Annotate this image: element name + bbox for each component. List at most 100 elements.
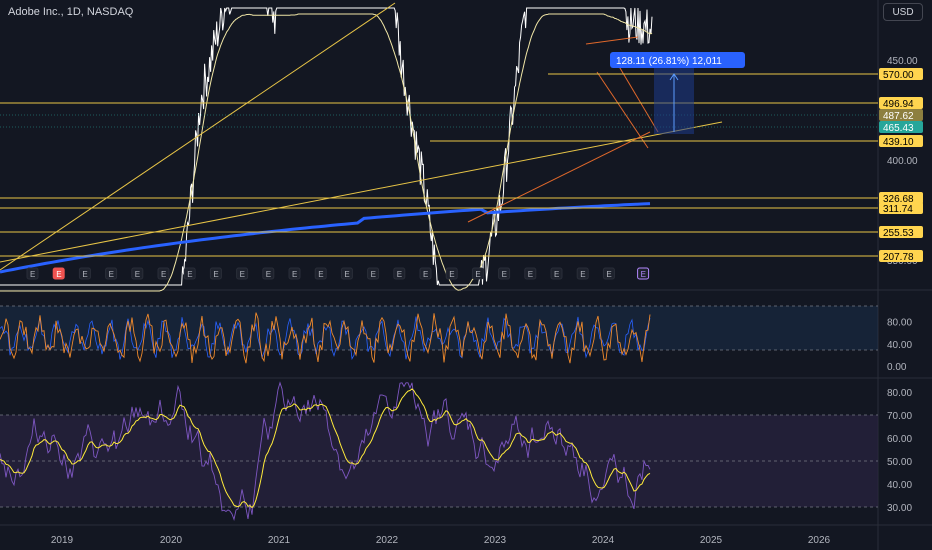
earnings-marker [340, 267, 353, 280]
earnings-marker [26, 267, 39, 280]
osc-tick-label: 0.00 [887, 362, 907, 373]
time-tick-label: 2019 [51, 535, 74, 546]
earnings-marker [602, 267, 615, 280]
price-tick-label: 400.00 [887, 156, 918, 167]
earnings-marker-label: E [528, 270, 533, 279]
ma50-line [0, 13, 653, 292]
trendline-lower [0, 121, 723, 263]
channel-support [467, 131, 651, 223]
measure-arrowhead [669, 73, 679, 81]
time-tick-label: 2020 [160, 535, 183, 546]
price-tag [879, 226, 923, 238]
measure-label: 128.11 (26.81%) 12,011 [616, 56, 722, 67]
price-tag [879, 250, 923, 262]
price-tag-label: 326.68 [883, 194, 914, 205]
rsi-tick-label: 80.00 [887, 388, 912, 399]
earnings-marker [576, 267, 589, 280]
rsi-tick-label: 40.00 [887, 480, 912, 491]
measure-label-box [610, 52, 745, 68]
price-tag-label: 207.78 [883, 252, 914, 263]
earnings-marker-label: E [187, 270, 192, 279]
earnings-marker [524, 267, 537, 280]
price-tag-label: 487.62 [883, 111, 914, 122]
price-tag-label: 465.43 [883, 123, 914, 134]
earnings-marker-label: E [397, 270, 402, 279]
earnings-marker-label: E [240, 270, 245, 279]
osc-tick-label: 40.00 [887, 340, 912, 351]
earnings-marker-label: E [30, 270, 35, 279]
earnings-marker [314, 267, 327, 280]
earnings-marker [52, 267, 65, 280]
price-tick-label: 450.00 [887, 56, 918, 67]
osc-tick-label: 80.00 [887, 318, 912, 329]
earnings-marker [183, 267, 196, 280]
time-tick-label: 2025 [700, 535, 723, 546]
earnings-marker-label: E [449, 270, 454, 279]
price-tag [879, 135, 923, 147]
time-tick-label: 2021 [268, 535, 291, 546]
channel-top [585, 36, 639, 45]
osc-orange-line [0, 312, 651, 364]
trendline-upper [0, 2, 396, 271]
rsi-pane [0, 381, 878, 522]
channel-down [596, 71, 649, 149]
price-tag-label: 255.53 [883, 228, 914, 239]
earnings-marker-label: E [292, 270, 297, 279]
currency-button[interactable]: USD [883, 3, 923, 21]
price-tag [879, 202, 923, 214]
earnings-marker-label: E [580, 270, 585, 279]
earnings-marker [209, 267, 222, 280]
earnings-marker [78, 267, 91, 280]
earnings-marker-label: E [606, 270, 611, 279]
rsi-signal-line [0, 388, 651, 509]
axes: 650.00600.00550.00500.00450.00400.00350.… [51, 56, 923, 546]
price-tag [879, 68, 923, 80]
osc-band [0, 306, 878, 350]
earnings-marker [637, 267, 650, 280]
rsi-tick-label: 30.00 [887, 503, 912, 514]
ma200-line [0, 202, 651, 274]
earnings-marker-label: E [56, 270, 61, 279]
earnings-marker [498, 267, 511, 280]
earnings-marker [471, 267, 484, 280]
earnings-marker [105, 267, 118, 280]
time-tick-label: 2022 [376, 535, 399, 546]
price-tag [879, 121, 923, 133]
earnings-marker [419, 267, 432, 280]
oscillator-pane [0, 305, 878, 364]
earnings-marker-label: E [82, 270, 87, 279]
earnings-marker [445, 267, 458, 280]
time-tick-label: 2026 [808, 535, 831, 546]
earnings-marker [131, 267, 144, 280]
earnings-marker-label: E [502, 270, 507, 279]
rsi-line [0, 381, 651, 522]
earnings-marker [236, 267, 249, 280]
earnings-marker [367, 267, 380, 280]
price-tag [879, 192, 923, 204]
earnings-marker-label: E [641, 270, 646, 279]
price-tag-label: 439.10 [883, 137, 914, 148]
price-pane: 128.11 (26.81%) 12,011 E E E E E E E E E E E E E E E E E E… [0, 2, 878, 292]
channel-down [613, 57, 659, 133]
earnings-marker-label: E [109, 270, 114, 279]
time-tick-label: 2023 [484, 535, 507, 546]
chart-title: Adobe Inc., 1D, NASDAQ [8, 6, 134, 18]
earnings-marker [550, 267, 563, 280]
earnings-marker-label: E [554, 270, 559, 279]
rsi-tick-label: 50.00 [887, 457, 912, 468]
earnings-marker [288, 267, 301, 280]
price-tag-label: 570.00 [883, 70, 914, 81]
earnings-marker-label: E [475, 270, 480, 279]
price-line [0, 7, 653, 286]
price-tag [879, 97, 923, 109]
price-tag-label: 496.94 [883, 99, 914, 110]
earnings-marker-label: E [344, 270, 349, 279]
osc-blue-line [0, 316, 651, 360]
time-tick-label: 2024 [592, 535, 615, 546]
rsi-tick-label: 60.00 [887, 434, 912, 445]
price-tag [879, 109, 923, 121]
earnings-marker-label: E [135, 270, 140, 279]
earnings-marker [393, 267, 406, 280]
